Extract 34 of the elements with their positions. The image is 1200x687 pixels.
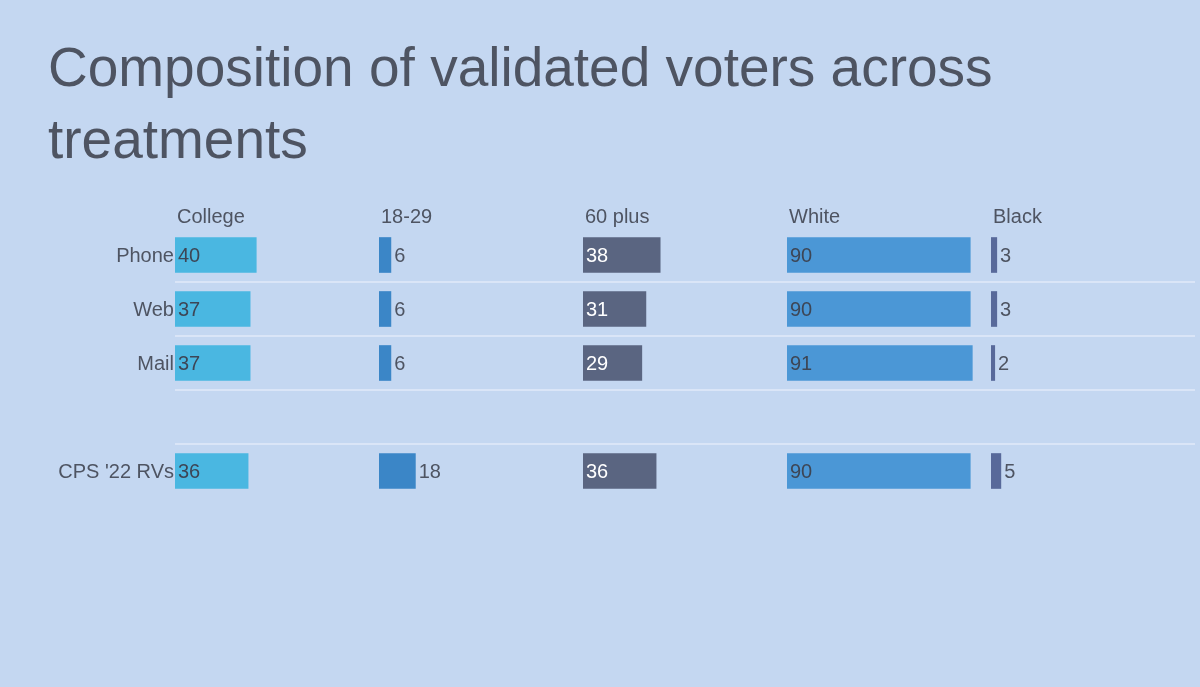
text: Composition of validated voters across treatments [48,36,993,170]
data-label: 5 [1004,460,1016,482]
data-label: 36 [586,460,609,482]
data-label: 6 [394,352,406,374]
data-label: 37 [178,352,201,374]
chart-title: White [789,205,841,227]
data-label: 38 [586,244,609,266]
data-label: 18 [418,460,441,482]
data-label: 6 [394,298,406,320]
chart-title: 60 plus [585,205,650,227]
bar [583,453,657,489]
data-label: 91 [790,352,813,374]
data-label: 31 [586,298,609,320]
data-label: 90 [790,460,813,482]
chart-title: 18-29 [381,205,433,227]
y-tick-label: CPS '22 RVs [58,460,174,482]
y-tick-label: Mail [137,352,174,374]
y-tick-label: Phone [116,244,174,266]
data-label: 3 [1000,244,1012,266]
data-label: 90 [790,244,813,266]
data-label: 3 [1000,298,1012,320]
data-label: 40 [178,244,201,266]
data-label: 6 [394,244,406,266]
data-label: 29 [586,352,609,374]
chart-title: College [177,205,245,227]
bar [583,237,661,273]
data-label: 90 [790,298,813,320]
bar [583,345,643,381]
data-label: 37 [178,298,201,320]
data-label: 36 [178,460,201,482]
y-tick-label: Web [133,298,174,320]
bar [583,291,647,327]
data-label: 2 [998,352,1010,374]
chart-title: Black [993,205,1043,227]
